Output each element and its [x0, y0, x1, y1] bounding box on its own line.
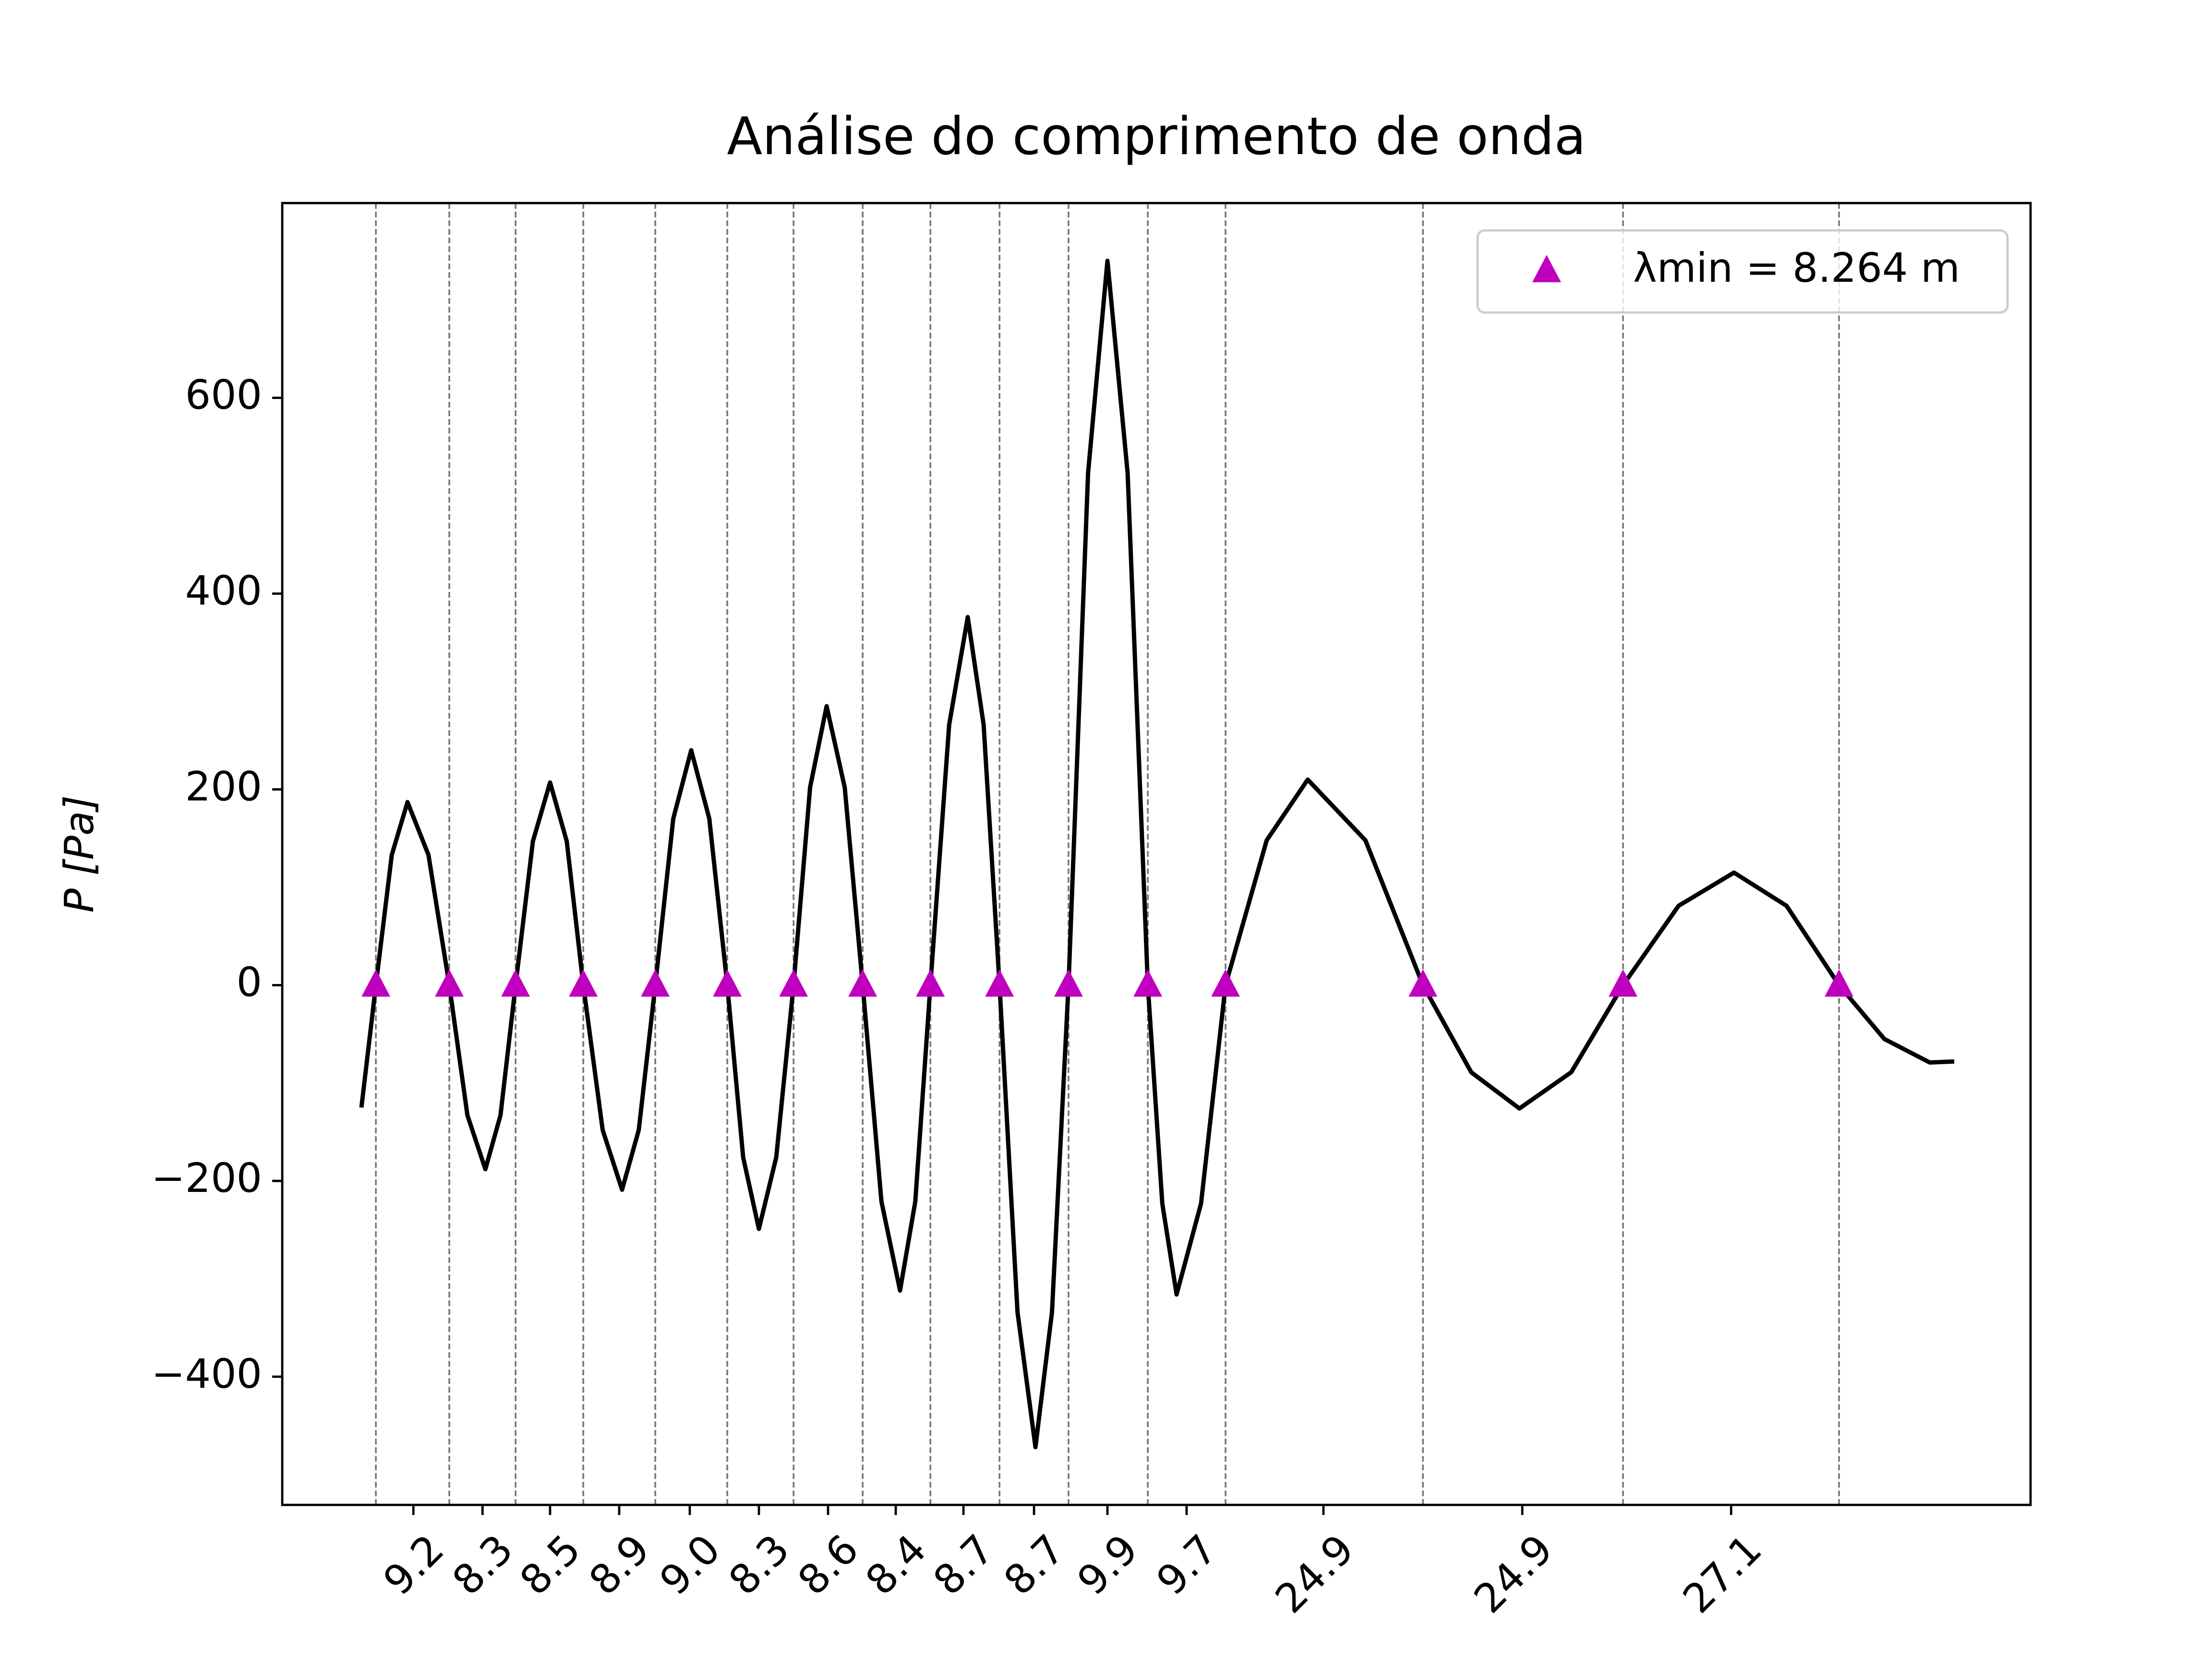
triangle-marker — [641, 969, 670, 997]
triangle-marker — [779, 969, 808, 997]
y-tick-label: −200 — [151, 1154, 262, 1202]
legend-marker — [1532, 255, 1561, 282]
triangle-marker — [1054, 969, 1083, 997]
triangle-marker — [1211, 969, 1240, 997]
triangle-marker — [1133, 969, 1163, 997]
triangle-marker — [713, 969, 742, 997]
plot-frame — [281, 202, 2032, 1506]
chart-title: Análise do comprimento de onda — [727, 107, 1586, 167]
legend-label: λmin = 8.264 m — [1633, 244, 1960, 291]
triangle-marker — [434, 969, 464, 997]
data-line — [359, 258, 1955, 1450]
y-tick-label: 0 — [237, 959, 262, 1006]
triangle-marker — [1825, 969, 1854, 997]
triangle-marker — [1609, 969, 1638, 997]
y-tick-label: 600 — [185, 372, 262, 419]
y-tick-label: −400 — [151, 1350, 262, 1397]
triangle-marker — [569, 969, 598, 997]
triangle-marker — [848, 969, 878, 997]
triangle-marker — [501, 969, 530, 997]
y-axis-label: P [Pa] — [56, 795, 103, 913]
triangle-marker — [916, 969, 945, 997]
legend-box — [1476, 229, 2009, 314]
y-tick-label: 200 — [185, 763, 262, 810]
triangle-marker — [1408, 969, 1438, 997]
y-tick-label: 400 — [185, 567, 262, 614]
triangle-marker — [361, 969, 391, 997]
triangle-marker — [985, 969, 1014, 997]
